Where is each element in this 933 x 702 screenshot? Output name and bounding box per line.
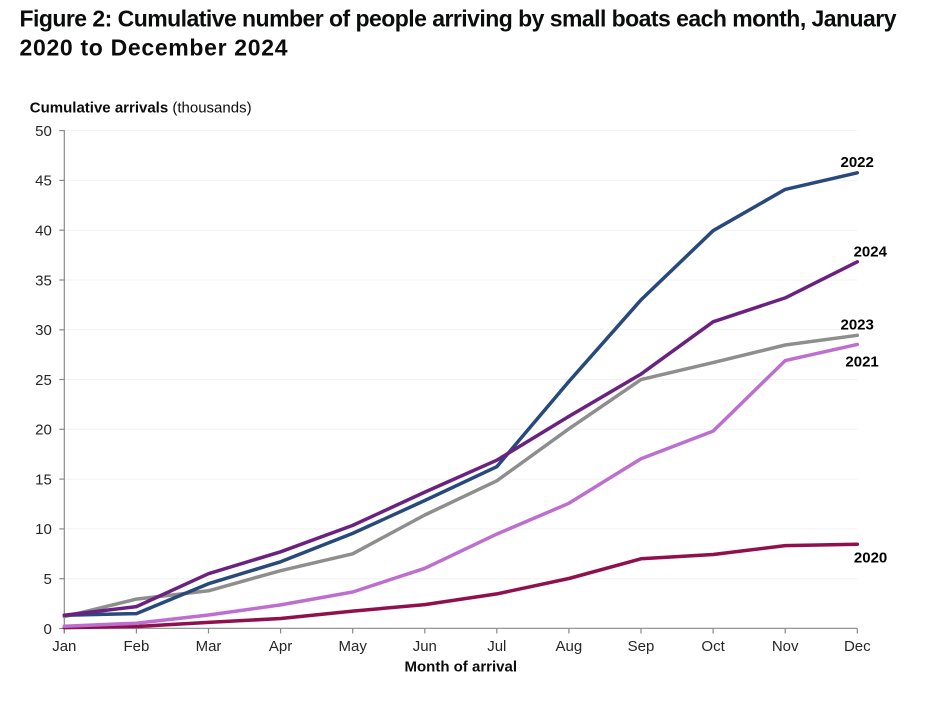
svg-text:10: 10 [35, 521, 52, 538]
svg-text:Mar: Mar [196, 638, 222, 655]
svg-text:Month of arrival: Month of arrival [405, 659, 518, 676]
svg-text:20: 20 [35, 422, 52, 439]
svg-text:2023: 2023 [841, 317, 874, 334]
svg-text:30: 30 [35, 322, 52, 339]
svg-text:May: May [339, 638, 368, 655]
svg-text:35: 35 [35, 272, 52, 289]
svg-text:25: 25 [35, 372, 52, 389]
svg-text:2021: 2021 [845, 353, 878, 370]
svg-text:5: 5 [43, 571, 51, 588]
svg-text:2022: 2022 [841, 154, 874, 171]
svg-text:Sep: Sep [628, 638, 655, 655]
svg-text:Nov: Nov [772, 638, 799, 655]
svg-text:2020 to December 2024: 2020 to December 2024 [20, 34, 288, 60]
svg-text:0: 0 [43, 621, 51, 638]
svg-text:Figure 2: Cumulative number of: Figure 2: Cumulative number of people ar… [20, 6, 897, 32]
svg-text:Feb: Feb [123, 638, 149, 655]
svg-text:Jan: Jan [52, 638, 76, 655]
svg-text:2020: 2020 [854, 549, 887, 566]
svg-text:Jun: Jun [413, 638, 437, 655]
svg-text:50: 50 [35, 123, 52, 140]
svg-text:Cumulative arrivals (thousands: Cumulative arrivals (thousands) [30, 99, 252, 116]
svg-text:Jul: Jul [487, 638, 506, 655]
svg-text:45: 45 [35, 173, 52, 190]
svg-text:Aug: Aug [556, 638, 583, 655]
svg-text:Apr: Apr [269, 638, 292, 655]
svg-text:Oct: Oct [701, 638, 725, 655]
svg-text:15: 15 [35, 471, 52, 488]
svg-text:Dec: Dec [844, 638, 871, 655]
svg-text:40: 40 [35, 223, 52, 240]
svg-text:2024: 2024 [854, 243, 888, 260]
